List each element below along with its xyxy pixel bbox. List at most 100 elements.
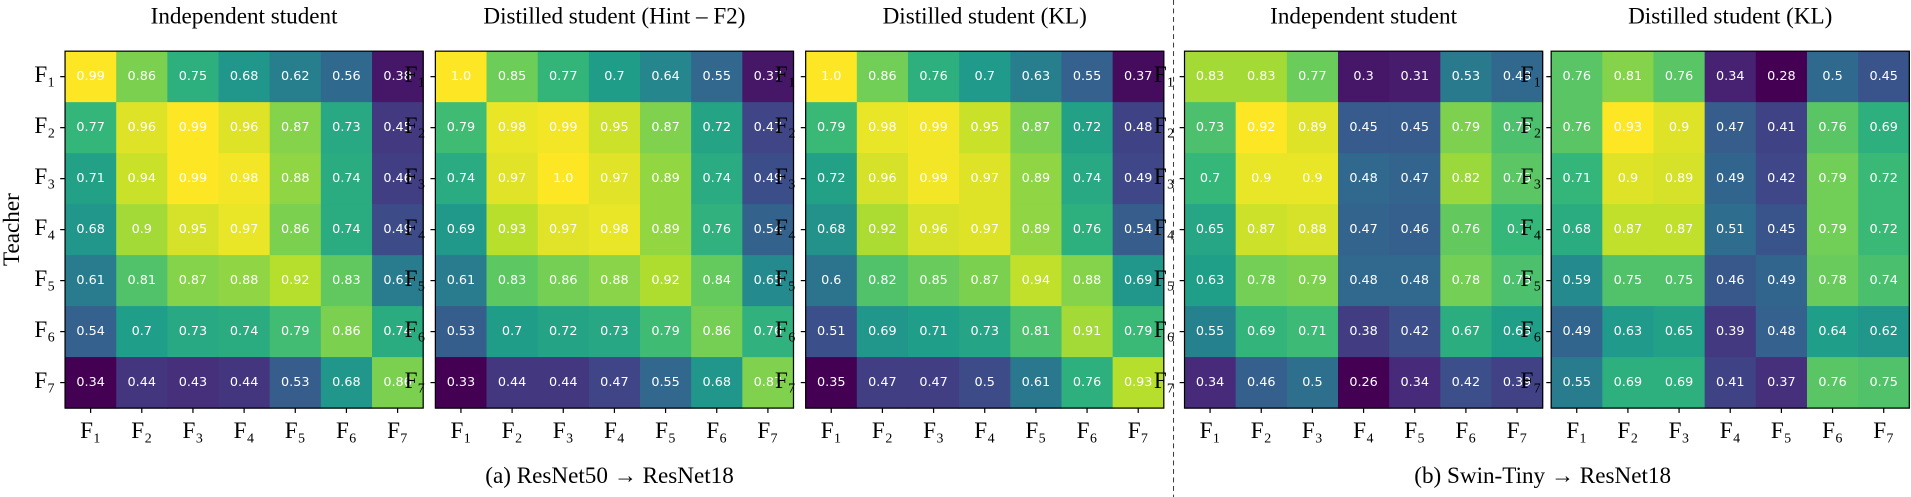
cell-label: 0.44 bbox=[549, 375, 577, 390]
heatmap-cell bbox=[805, 51, 858, 103]
heatmap-cell bbox=[65, 357, 117, 409]
cell-label: 0.89 bbox=[651, 222, 679, 237]
y-tick-label: F₅ bbox=[405, 266, 426, 292]
cell-label: 0.56 bbox=[332, 69, 360, 84]
cell-label: 0.67 bbox=[1452, 324, 1480, 339]
cell-label: 1.0 bbox=[821, 69, 841, 84]
cell-label: 0.48 bbox=[1349, 171, 1377, 186]
heatmap-cell bbox=[1755, 357, 1808, 409]
cell-label: 0.61 bbox=[1022, 375, 1050, 390]
cell-label: 0.49 bbox=[383, 222, 411, 237]
cell-label: 0.42 bbox=[1401, 324, 1429, 339]
cell-label: 0.87 bbox=[1247, 222, 1275, 237]
y-tick-label: F₅ bbox=[775, 266, 796, 292]
cell-label: 0.87 bbox=[651, 120, 679, 135]
cell-label: 0.47 bbox=[868, 375, 896, 390]
heatmap-cell bbox=[218, 51, 271, 103]
heatmap-cell bbox=[1235, 357, 1288, 409]
heatmap-cell bbox=[1010, 204, 1063, 256]
cell-label: 0.44 bbox=[230, 375, 258, 390]
cell-label: 0.86 bbox=[383, 375, 411, 390]
heatmap-cell bbox=[116, 204, 168, 256]
heatmap-cell bbox=[742, 204, 795, 256]
x-tick-label: F₁ bbox=[821, 418, 842, 444]
heatmap-cell bbox=[1704, 51, 1757, 103]
heatmap-cell bbox=[1389, 255, 1441, 307]
heatmap-cell bbox=[320, 357, 373, 409]
heatmap-cell bbox=[640, 357, 692, 409]
cell-label: 0.63 bbox=[1022, 69, 1050, 84]
cell-label: 0.98 bbox=[230, 171, 258, 186]
heatmap-cell bbox=[1806, 204, 1859, 256]
cell-label: 0.97 bbox=[549, 222, 577, 237]
heatmap-cell bbox=[640, 153, 692, 205]
heatmap-cell bbox=[218, 204, 271, 256]
heatmap-cell bbox=[907, 357, 960, 409]
heatmap-cell bbox=[1704, 255, 1757, 307]
heatmap-cell bbox=[805, 306, 858, 358]
heatmap-cell bbox=[959, 51, 1011, 103]
heatmap-cell bbox=[269, 357, 322, 409]
cell-label: 0.69 bbox=[1247, 324, 1275, 339]
cell-label: 0.55 bbox=[1196, 324, 1224, 339]
cell-label: 0.45 bbox=[1401, 120, 1429, 135]
cell-label: 0.55 bbox=[651, 375, 679, 390]
cell-label: 0.68 bbox=[703, 375, 731, 390]
heatmap-cell bbox=[1184, 153, 1237, 205]
cell-label: 0.43 bbox=[179, 375, 207, 390]
cell-label: 0.62 bbox=[1869, 324, 1897, 339]
cell-label: 0.75 bbox=[1503, 171, 1531, 186]
chart-title: Distilled student (KL) bbox=[1628, 4, 1832, 30]
cell-label: 0.53 bbox=[1452, 69, 1480, 84]
heatmap-cell bbox=[959, 102, 1011, 154]
heatmap-cell bbox=[1653, 255, 1706, 307]
cell-label: 0.9 bbox=[1669, 120, 1689, 135]
heatmap-cell bbox=[1653, 357, 1706, 409]
cell-label: 0.82 bbox=[868, 273, 896, 288]
cell-label: 0.48 bbox=[1401, 273, 1429, 288]
heatmap-cell bbox=[1010, 51, 1063, 103]
cell-label: 0.34 bbox=[1716, 69, 1744, 84]
cell-label: 0.46 bbox=[383, 171, 411, 186]
heatmap-cell bbox=[167, 306, 220, 358]
heatmap-cell bbox=[1858, 51, 1910, 103]
cell-label: 0.9 bbox=[1302, 171, 1322, 186]
cell-label: 0.75 bbox=[1614, 273, 1642, 288]
cell-label: 0.62 bbox=[281, 69, 309, 84]
cell-label: 0.76 bbox=[919, 69, 947, 84]
heatmap-cell bbox=[1440, 204, 1493, 256]
heatmap-cell bbox=[959, 255, 1011, 307]
cell-label: 0.75 bbox=[179, 69, 207, 84]
cell-label: 0.42 bbox=[1767, 171, 1795, 186]
cell-label: 0.53 bbox=[281, 375, 309, 390]
heatmap-cell bbox=[1806, 51, 1859, 103]
cell-label: 0.37 bbox=[754, 69, 782, 84]
cell-label: 0.31 bbox=[1401, 69, 1429, 84]
chart-title: Distilled student (KL) bbox=[883, 4, 1087, 30]
cell-label: 0.63 bbox=[1196, 273, 1224, 288]
heatmap-cell bbox=[1112, 102, 1165, 154]
cell-label: 0.37 bbox=[1767, 375, 1795, 390]
heatmap-cell bbox=[218, 255, 271, 307]
heatmap-cell bbox=[1389, 153, 1441, 205]
heatmap-cell bbox=[588, 102, 641, 154]
heatmap-cell bbox=[1440, 357, 1493, 409]
x-tick-label: F₂ bbox=[1617, 418, 1638, 444]
y-tick-label: F₄ bbox=[1520, 215, 1541, 241]
x-tick-label: F₆ bbox=[336, 418, 357, 444]
y-tick-label: F₁ bbox=[405, 62, 426, 88]
heatmap-cell bbox=[116, 255, 168, 307]
heatmap-cell bbox=[1010, 306, 1063, 358]
chart-title: Distilled student (Hint – F2) bbox=[483, 4, 745, 30]
y-tick-label: F₇ bbox=[1520, 368, 1541, 394]
heatmap-cell bbox=[1858, 357, 1910, 409]
heatmap-cell bbox=[1235, 153, 1288, 205]
cell-label: 0.65 bbox=[754, 273, 782, 288]
heatmap-cell bbox=[167, 51, 220, 103]
cell-label: 1.0 bbox=[451, 69, 471, 84]
heatmap-cell bbox=[640, 102, 692, 154]
x-tick-label: F₂ bbox=[1251, 418, 1272, 444]
heatmap-cell bbox=[1491, 51, 1544, 103]
